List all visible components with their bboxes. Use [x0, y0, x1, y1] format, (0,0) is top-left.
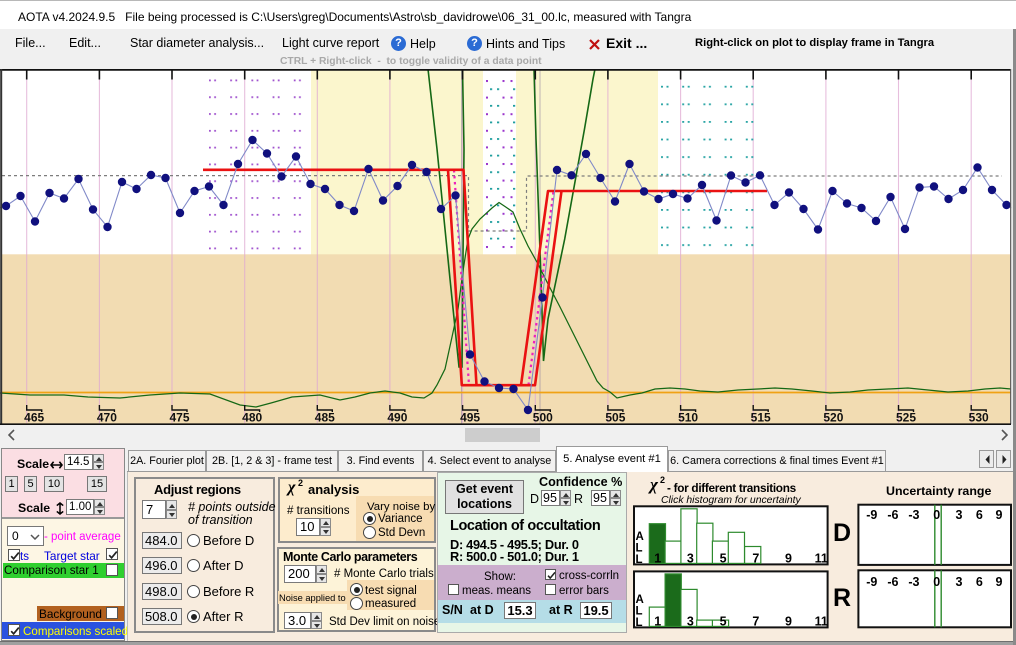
svg-text:3: 3 [956, 508, 963, 522]
svg-text:6: 6 [976, 508, 983, 522]
svg-text:-9: -9 [866, 508, 877, 522]
svg-text:9: 9 [785, 615, 792, 629]
svg-text:5: 5 [720, 615, 727, 629]
svg-text:525: 525 [896, 411, 916, 425]
svg-text:485: 485 [315, 411, 335, 425]
svg-text:515: 515 [751, 411, 771, 425]
svg-text:470: 470 [97, 411, 117, 425]
svg-text:495: 495 [460, 411, 480, 425]
svg-text:9: 9 [996, 508, 1003, 522]
svg-text:L: L [636, 617, 643, 629]
svg-text:3: 3 [956, 575, 963, 589]
svg-text:11: 11 [815, 552, 828, 566]
svg-text:475: 475 [169, 411, 189, 425]
svg-text:11: 11 [815, 615, 828, 629]
svg-text:0: 0 [933, 575, 940, 589]
svg-text:-6: -6 [887, 575, 898, 589]
svg-text:1: 1 [654, 552, 661, 566]
svg-text:1: 1 [654, 615, 661, 629]
svg-text:490: 490 [387, 411, 407, 425]
svg-text:500: 500 [533, 411, 553, 425]
svg-text:A: A [636, 531, 644, 543]
svg-text:L: L [636, 543, 643, 555]
svg-text:505: 505 [605, 411, 625, 425]
svg-text:5: 5 [720, 552, 727, 566]
svg-text:3: 3 [687, 552, 694, 566]
svg-text:A: A [636, 594, 644, 606]
svg-text:530: 530 [969, 411, 989, 425]
svg-text:6: 6 [976, 575, 983, 589]
svg-text:-3: -3 [908, 508, 919, 522]
svg-text:510: 510 [678, 411, 698, 425]
svg-text:9: 9 [785, 552, 792, 566]
svg-text:-6: -6 [887, 508, 898, 522]
svg-text:465: 465 [24, 411, 44, 425]
svg-text:-9: -9 [866, 575, 877, 589]
svg-text:9: 9 [996, 575, 1003, 589]
svg-text:7: 7 [752, 615, 759, 629]
svg-text:520: 520 [823, 411, 843, 425]
svg-text:-3: -3 [908, 575, 919, 589]
svg-text:0: 0 [933, 508, 940, 522]
svg-text:7: 7 [752, 552, 759, 566]
svg-text:480: 480 [242, 411, 262, 425]
svg-text:L: L [636, 554, 643, 566]
svg-text:L: L [636, 606, 643, 618]
svg-text:3: 3 [687, 615, 694, 629]
